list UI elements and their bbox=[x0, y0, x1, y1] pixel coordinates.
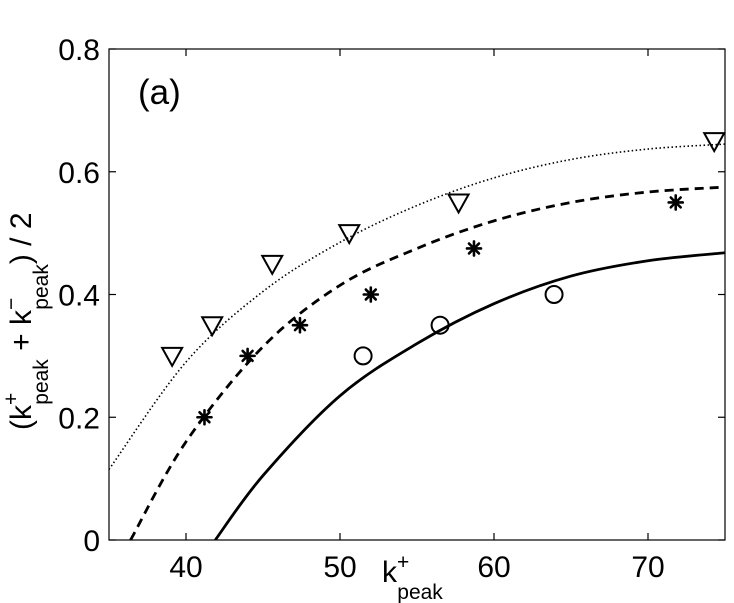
triangle-marker bbox=[200, 316, 224, 338]
dotted-fit-curve bbox=[109, 143, 725, 470]
triangle-marker bbox=[160, 346, 184, 368]
x-tick-label: 60 bbox=[477, 551, 510, 584]
y-tick-label: 0.8 bbox=[58, 34, 100, 67]
asterisk-marker bbox=[362, 286, 380, 303]
asterisk-stroke bbox=[293, 318, 307, 332]
circle-marker bbox=[430, 315, 450, 335]
asterisk-marker bbox=[667, 194, 685, 211]
panel-label: (a) bbox=[138, 73, 181, 112]
circle-marker bbox=[544, 285, 564, 304]
fit-curves bbox=[109, 143, 725, 540]
asterisk-stroke bbox=[241, 349, 254, 363]
asterisk-stroke bbox=[669, 196, 682, 209]
asterisk-stroke bbox=[467, 242, 481, 255]
asterisk-marker bbox=[196, 408, 213, 426]
solid-fit-curve bbox=[214, 251, 725, 540]
asterisk-stroke bbox=[364, 288, 378, 301]
asterisk-stroke bbox=[198, 411, 211, 424]
asterisk-marker bbox=[239, 347, 256, 365]
triangle-marker bbox=[702, 132, 726, 154]
y-tick-label: 0.2 bbox=[58, 402, 100, 435]
triangle-marker bbox=[260, 254, 284, 276]
x-tick-label: 70 bbox=[631, 551, 664, 584]
triangle-marker bbox=[446, 193, 471, 215]
plot-frame bbox=[108, 48, 726, 541]
y-tick-label: 0 bbox=[83, 525, 100, 558]
x-tick-label: 50 bbox=[323, 551, 356, 584]
x-tick-label: 40 bbox=[169, 551, 202, 584]
x-axis-label: k+ peak bbox=[382, 551, 443, 603]
y-axis-label: (k+ peak + k− peak) / 2 bbox=[0, 212, 53, 430]
circle-marker bbox=[353, 346, 373, 366]
asterisk-marker bbox=[291, 316, 309, 334]
asterisk-marker bbox=[465, 240, 483, 257]
y-tick-label: 0.4 bbox=[58, 280, 100, 313]
data-markers bbox=[160, 132, 726, 426]
triangle-marker bbox=[337, 224, 361, 246]
dashed-fit-curve bbox=[129, 185, 725, 540]
y-tick-label: 0.6 bbox=[58, 157, 100, 190]
axes: 40 50 60 70 0 0.2 0.4 0.6 0.8 bbox=[58, 34, 726, 584]
